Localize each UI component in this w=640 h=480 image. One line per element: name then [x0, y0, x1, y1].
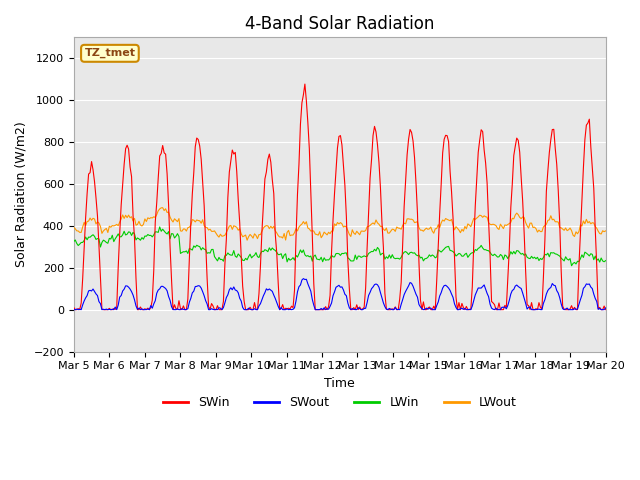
X-axis label: Time: Time: [324, 377, 355, 390]
Legend: SWin, SWout, LWin, LWout: SWin, SWout, LWin, LWout: [158, 391, 522, 414]
Text: TZ_tmet: TZ_tmet: [84, 48, 136, 59]
Y-axis label: Solar Radiation (W/m2): Solar Radiation (W/m2): [15, 121, 28, 267]
Title: 4-Band Solar Radiation: 4-Band Solar Radiation: [245, 15, 435, 33]
